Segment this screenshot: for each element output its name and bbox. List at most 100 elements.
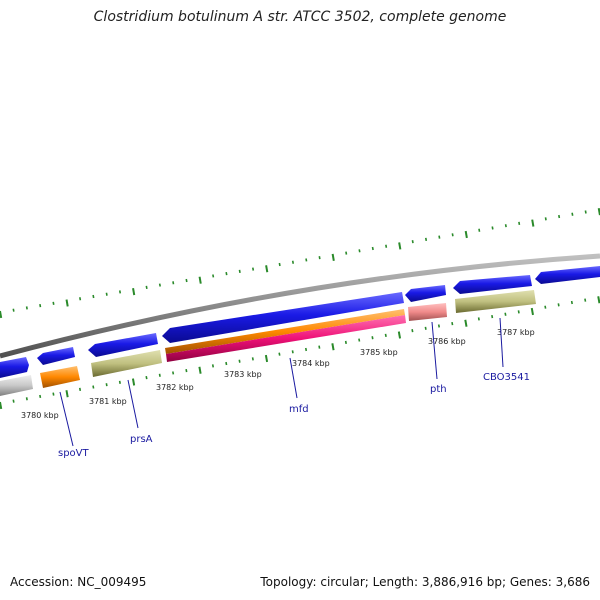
tick-mark <box>491 314 494 319</box>
tick-mark <box>39 394 42 399</box>
tick-mark <box>451 233 454 237</box>
tick-mark <box>385 244 388 248</box>
tick-mark <box>411 240 414 244</box>
gene-label-leaders <box>59 317 504 447</box>
forward-strand-features <box>0 266 600 378</box>
scale-label: 3780 kbp <box>21 411 59 420</box>
scale-label: 3782 kbp <box>156 383 194 392</box>
tick-mark <box>544 305 547 309</box>
tick-mark <box>92 294 95 299</box>
tick-mark <box>331 253 335 261</box>
tick-mark <box>132 287 136 296</box>
tick-mark <box>225 361 228 366</box>
tick-mark <box>12 308 15 312</box>
scale-labels: 3780 kbp 3781 kbp 3782 kbp 3783 kbp 3784… <box>21 328 535 420</box>
tick-mark <box>78 387 82 392</box>
gene-label-CBO3541[interactable]: CBO3541 <box>483 372 530 383</box>
tick-mark <box>212 274 215 278</box>
tick-mark <box>345 251 348 255</box>
tick-mark <box>278 352 281 356</box>
tick-mark <box>131 378 136 386</box>
tick-mark <box>504 224 507 228</box>
tick-mark <box>491 226 494 230</box>
gene-label-spoVT[interactable]: spoVT <box>58 448 90 459</box>
tick-mark <box>252 267 255 271</box>
tick-mark <box>185 368 188 373</box>
tick-mark <box>530 307 534 316</box>
tick-mark <box>437 324 441 328</box>
scale-label: 3781 kbp <box>89 397 127 406</box>
scale-label: 3784 kbp <box>292 359 330 368</box>
olive-feature[interactable] <box>91 350 162 377</box>
grey-feature[interactable] <box>0 375 33 396</box>
tick-mark <box>584 298 587 302</box>
tick-mark <box>198 276 202 284</box>
gene-labels: spoVT prsA mfd pth CBO3541 <box>58 372 530 459</box>
cds-feature[interactable] <box>405 285 446 302</box>
tick-mark <box>531 219 535 227</box>
outer-ticks <box>0 208 600 319</box>
tick-mark <box>158 373 161 377</box>
tick-mark <box>584 210 587 214</box>
tick-mark <box>358 249 361 253</box>
tick-mark <box>318 345 321 349</box>
tick-mark <box>0 401 3 410</box>
tick-mark <box>464 230 468 239</box>
tick-mark <box>79 297 82 301</box>
cds-feature[interactable] <box>37 347 75 365</box>
tick-mark <box>12 399 15 403</box>
map-title: Clostridium botulinum A str. ATCC 3502, … <box>93 9 507 25</box>
tick-mark <box>371 246 374 251</box>
salmon-feature[interactable] <box>408 303 447 321</box>
tick-mark <box>318 256 321 260</box>
tick-mark <box>291 350 294 354</box>
tick-mark <box>251 357 254 361</box>
tick-mark <box>451 322 454 326</box>
tick-mark <box>438 235 441 239</box>
tick-mark <box>558 214 561 219</box>
tick-mark <box>25 306 28 310</box>
tick-mark <box>278 262 281 267</box>
tick-mark <box>238 269 241 273</box>
gene-label-mfd[interactable]: mfd <box>289 404 309 415</box>
tick-mark <box>198 366 202 374</box>
cds-feature[interactable] <box>0 357 29 378</box>
cds-feature[interactable] <box>535 266 600 284</box>
tick-mark <box>384 333 387 337</box>
tick-mark <box>517 310 520 314</box>
cds-feature[interactable] <box>88 333 158 357</box>
tick-mark <box>211 364 215 368</box>
tick-mark <box>597 296 600 304</box>
tick-mark <box>225 272 228 276</box>
olive-feature[interactable] <box>455 290 536 313</box>
tick-mark <box>424 326 427 330</box>
accession-text: Accession: NC_009495 <box>10 575 147 589</box>
reverse-strand-features <box>0 290 536 396</box>
tick-mark <box>265 265 269 273</box>
tick-mark <box>424 237 428 242</box>
mfd-pink-band[interactable] <box>166 315 406 362</box>
orange-feature[interactable] <box>40 366 80 388</box>
tick-mark <box>0 310 3 319</box>
tick-mark <box>464 319 468 327</box>
tick-mark <box>371 336 374 340</box>
tick-mark <box>544 217 547 221</box>
mfd-orange-band[interactable] <box>165 309 405 354</box>
tick-mark <box>92 385 95 389</box>
tick-mark <box>331 343 335 351</box>
tick-mark <box>304 347 308 352</box>
gene-label-pth[interactable]: pth <box>430 384 447 395</box>
tick-mark <box>398 242 402 250</box>
tick-mark <box>291 260 295 264</box>
gene-label-prsA[interactable]: prsA <box>130 434 153 445</box>
tick-mark <box>185 278 188 283</box>
tick-mark <box>571 212 574 216</box>
cds-feature[interactable] <box>453 275 532 294</box>
scale-label: 3786 kbp <box>428 337 466 346</box>
cds-feature[interactable] <box>162 292 404 343</box>
backbone <box>0 253 600 359</box>
scale-label: 3787 kbp <box>497 328 535 337</box>
tick-mark <box>145 376 148 380</box>
tick-mark <box>518 221 521 226</box>
